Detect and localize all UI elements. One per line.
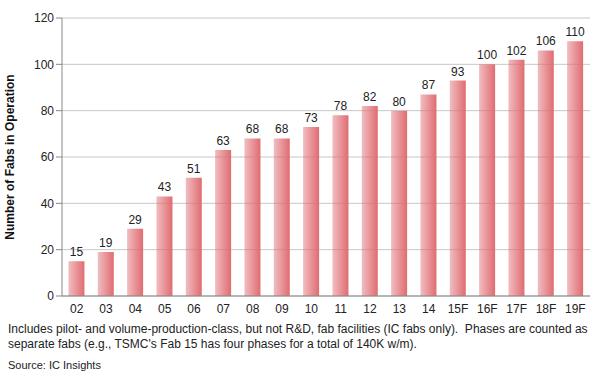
svg-text:15: 15 <box>70 245 84 259</box>
svg-text:13: 13 <box>393 302 407 316</box>
svg-text:03: 03 <box>99 302 113 316</box>
svg-text:08: 08 <box>246 302 260 316</box>
svg-text:63: 63 <box>216 134 230 148</box>
svg-text:40: 40 <box>41 197 55 211</box>
svg-text:82: 82 <box>363 90 377 104</box>
svg-text:80: 80 <box>41 104 55 118</box>
svg-text:18F: 18F <box>536 302 557 316</box>
svg-text:93: 93 <box>451 65 465 79</box>
svg-text:19: 19 <box>99 236 113 250</box>
svg-text:29: 29 <box>128 213 142 227</box>
svg-text:60: 60 <box>41 150 55 164</box>
svg-text:43: 43 <box>158 180 172 194</box>
svg-text:110: 110 <box>566 25 585 39</box>
svg-text:100: 100 <box>477 48 497 62</box>
svg-text:0: 0 <box>47 289 54 303</box>
svg-text:14: 14 <box>422 302 436 316</box>
svg-text:17F: 17F <box>506 302 527 316</box>
svg-text:51: 51 <box>187 162 201 176</box>
html-text:Includes pilot- and volume-pro: Includes pilot- and volume-production-cl… <box>8 322 591 351</box>
svg-text:11: 11 <box>334 302 347 316</box>
svg-text:20: 20 <box>41 243 55 257</box>
svg-text:12: 12 <box>363 302 377 316</box>
svg-text:16F: 16F <box>477 302 498 316</box>
svg-text:15F: 15F <box>448 302 469 316</box>
svg-text:09: 09 <box>275 302 289 316</box>
svg-text:106: 106 <box>536 34 556 48</box>
svg-text:100: 100 <box>34 58 54 72</box>
svg-text:68: 68 <box>275 122 289 136</box>
svg-text:07: 07 <box>217 302 231 316</box>
svg-text:87: 87 <box>422 78 436 92</box>
svg-text:04: 04 <box>129 302 143 316</box>
html-text:Source: IC Insights: Source: IC Insights <box>8 359 101 371</box>
svg-text:73: 73 <box>304 111 318 125</box>
svg-text:102: 102 <box>506 44 526 58</box>
svg-text:68: 68 <box>246 122 260 136</box>
svg-text:06: 06 <box>187 302 201 316</box>
svg-text:78: 78 <box>334 99 348 113</box>
svg-text:05: 05 <box>158 302 172 316</box>
svg-text:19F: 19F <box>565 302 586 316</box>
svg-text:120: 120 <box>34 11 54 25</box>
svg-text:02: 02 <box>70 302 84 316</box>
svg-text:Number of Fabs in Operation: Number of Fabs in Operation <box>8 74 17 239</box>
svg-text:10: 10 <box>305 302 319 316</box>
svg-text:80: 80 <box>392 95 406 109</box>
